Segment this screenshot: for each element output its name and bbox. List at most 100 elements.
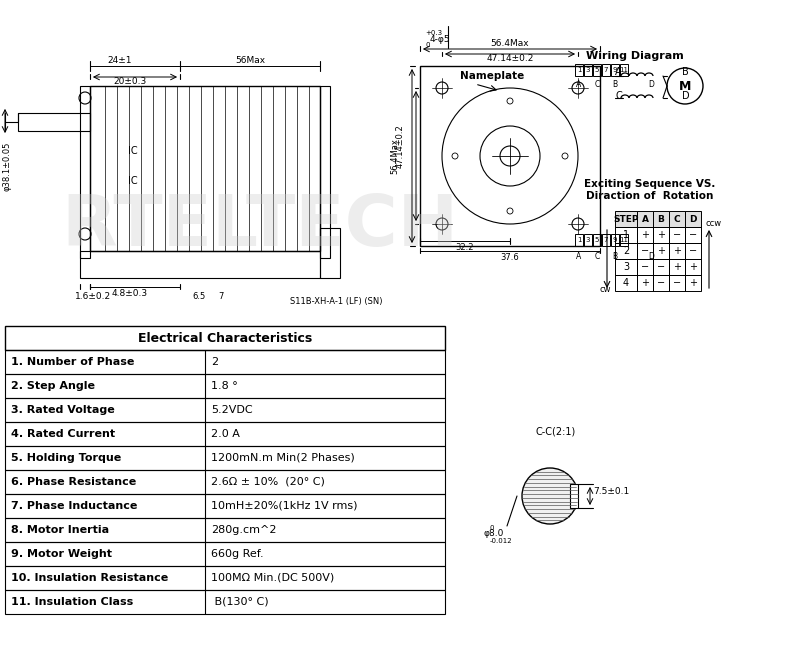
Text: −: −: [689, 230, 697, 240]
Text: A: A: [576, 79, 582, 89]
Text: 2. Step Angle: 2. Step Angle: [11, 381, 95, 391]
Text: 1: 1: [577, 67, 582, 73]
Text: 280g.cm^2: 280g.cm^2: [211, 525, 277, 535]
Text: 4: 4: [623, 278, 629, 288]
Text: A: A: [642, 214, 649, 224]
Text: 7: 7: [604, 67, 608, 73]
Text: 11: 11: [619, 237, 629, 243]
Text: IC: IC: [128, 176, 138, 186]
Bar: [5, 494, 445, 518]
Text: −: −: [641, 262, 649, 272]
Text: Nameplate: Nameplate: [460, 71, 524, 81]
Bar: [320, 228, 340, 278]
Text: B: B: [613, 79, 618, 89]
Text: 56Max: 56Max: [235, 56, 265, 65]
Text: 8. Motor Inertia: 8. Motor Inertia: [11, 525, 109, 535]
Text: 3: 3: [586, 237, 590, 243]
Bar: [602, 64, 610, 76]
Bar: [5, 518, 445, 542]
Bar: [669, 243, 685, 259]
Text: A: A: [615, 67, 622, 77]
Text: 10mH±20%(1kHz 1V rms): 10mH±20%(1kHz 1V rms): [211, 501, 358, 511]
Text: 1. Number of Phase: 1. Number of Phase: [11, 357, 134, 367]
Bar: [637, 211, 653, 227]
Text: RTELTECH: RTELTECH: [62, 191, 458, 260]
Bar: [653, 211, 669, 227]
Bar: [620, 64, 628, 76]
Bar: [320, 86, 330, 258]
Text: 7: 7: [604, 237, 608, 243]
Text: STEP: STEP: [614, 214, 638, 224]
Text: 7. Phase Inductance: 7. Phase Inductance: [11, 501, 138, 511]
Text: Exciting Sequence VS.: Exciting Sequence VS.: [584, 179, 716, 189]
Bar: [5, 590, 445, 614]
Bar: [685, 275, 701, 291]
Bar: [615, 259, 637, 275]
Text: 6.5: 6.5: [192, 291, 206, 300]
Bar: [669, 211, 685, 227]
Text: +: +: [641, 278, 649, 288]
Text: B: B: [682, 67, 689, 77]
Bar: [5, 398, 445, 422]
Text: ccw: ccw: [706, 218, 722, 227]
Text: 2.6Ω ± 10%  (20° C): 2.6Ω ± 10% (20° C): [211, 477, 325, 487]
Text: 4-φ5: 4-φ5: [430, 34, 450, 43]
Bar: [80, 251, 320, 278]
Text: 2: 2: [623, 246, 629, 256]
Bar: [5, 374, 445, 398]
Text: 9. Motor Weight: 9. Motor Weight: [11, 549, 112, 559]
Bar: [669, 259, 685, 275]
Text: −: −: [673, 230, 681, 240]
Text: S11B-XH-A-1 (LF) (SN): S11B-XH-A-1 (LF) (SN): [290, 297, 382, 306]
Text: +: +: [689, 262, 697, 272]
Text: D: D: [648, 251, 654, 260]
Bar: [611, 234, 619, 246]
Text: 3. Rated Voltage: 3. Rated Voltage: [11, 405, 114, 415]
Text: 1.6±0.2: 1.6±0.2: [75, 291, 111, 300]
Bar: [5, 470, 445, 494]
Bar: [584, 234, 592, 246]
Text: 47.14±0.2: 47.14±0.2: [486, 54, 534, 63]
Text: A: A: [576, 251, 582, 260]
Bar: [637, 275, 653, 291]
Bar: [653, 275, 669, 291]
Bar: [615, 275, 637, 291]
Bar: [5, 566, 445, 590]
Text: Wiring Diagram: Wiring Diagram: [586, 51, 684, 61]
Text: B: B: [658, 214, 665, 224]
Text: +: +: [689, 278, 697, 288]
Text: B(130° C): B(130° C): [211, 597, 269, 607]
Text: +: +: [641, 230, 649, 240]
Text: −: −: [657, 278, 665, 288]
Bar: [593, 64, 601, 76]
Text: 5. Holding Torque: 5. Holding Torque: [11, 453, 122, 463]
Text: −: −: [673, 278, 681, 288]
Text: Diraction of  Rotation: Diraction of Rotation: [586, 191, 714, 201]
Text: C: C: [674, 214, 680, 224]
Text: 56.4Max: 56.4Max: [390, 138, 399, 174]
Bar: [611, 64, 619, 76]
Bar: [637, 243, 653, 259]
Text: 1: 1: [623, 230, 629, 240]
Text: 7: 7: [218, 291, 223, 300]
Text: 11: 11: [619, 67, 629, 73]
Text: 47.14±0.2: 47.14±0.2: [396, 124, 405, 168]
Text: −: −: [689, 246, 697, 256]
Bar: [653, 243, 669, 259]
Bar: [90, 86, 320, 251]
Text: B: B: [613, 251, 618, 260]
Text: −: −: [657, 262, 665, 272]
Bar: [18, 113, 90, 131]
Text: 6. Phase Resistance: 6. Phase Resistance: [11, 477, 136, 487]
Text: −: −: [641, 246, 649, 256]
Bar: [420, 66, 600, 246]
Bar: [615, 243, 637, 259]
Bar: [5, 446, 445, 470]
Bar: [653, 227, 669, 243]
Bar: [5, 422, 445, 446]
Text: M: M: [679, 79, 691, 92]
Text: φ8.0: φ8.0: [484, 530, 504, 539]
Text: 5.2VDC: 5.2VDC: [211, 405, 253, 415]
Text: +: +: [657, 230, 665, 240]
Text: 56.4Max: 56.4Max: [490, 39, 530, 48]
